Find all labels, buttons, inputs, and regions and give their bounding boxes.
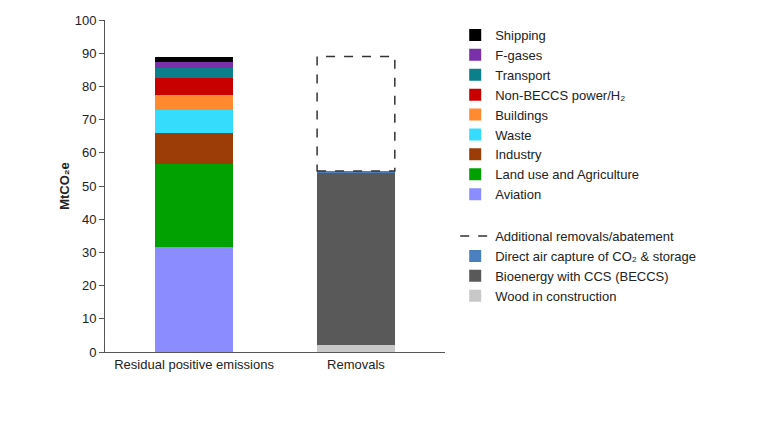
svg-text:Industry: Industry (495, 147, 542, 162)
svg-text:Aviation: Aviation (495, 187, 541, 202)
svg-text:MtCO₂e: MtCO₂e (57, 162, 72, 210)
svg-text:Additional removals/abatement: Additional removals/abatement (495, 229, 674, 244)
svg-text:Residual positive emissions: Residual positive emissions (114, 357, 274, 372)
svg-text:Direct air capture of CO₂ & st: Direct air capture of CO₂ & storage (495, 249, 696, 264)
svg-text:0: 0 (89, 345, 96, 360)
svg-text:Land use and Agriculture: Land use and Agriculture (495, 167, 639, 182)
svg-text:Non-BECCS power/H₂: Non-BECCS power/H₂ (495, 88, 625, 103)
svg-text:90: 90 (82, 46, 96, 61)
svg-text:50: 50 (82, 179, 96, 194)
svg-text:10: 10 (82, 311, 96, 326)
svg-text:Buildings: Buildings (495, 108, 548, 123)
svg-text:Waste: Waste (495, 128, 531, 143)
svg-text:Removals: Removals (327, 357, 385, 372)
svg-text:F-gases: F-gases (495, 48, 542, 63)
svg-text:60: 60 (82, 145, 96, 160)
svg-text:70: 70 (82, 112, 96, 127)
svg-text:100: 100 (75, 13, 97, 28)
svg-text:40: 40 (82, 212, 96, 227)
svg-text:30: 30 (82, 245, 96, 260)
svg-text:Wood in construction: Wood in construction (495, 289, 616, 304)
svg-text:Transport: Transport (495, 68, 551, 83)
svg-text:20: 20 (82, 278, 96, 293)
svg-text:80: 80 (82, 79, 96, 94)
svg-text:Bioenergy with CCS (BECCS): Bioenergy with CCS (BECCS) (495, 269, 668, 284)
svg-text:Shipping: Shipping (495, 28, 546, 43)
